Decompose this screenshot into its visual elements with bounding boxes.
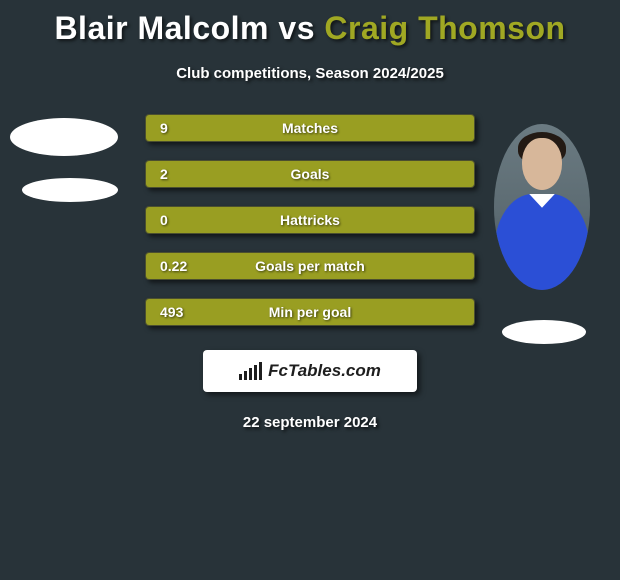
bars-icon xyxy=(239,362,262,380)
date-text: 22 september 2024 xyxy=(0,414,620,431)
stat-row-matches: 9 Matches xyxy=(145,114,475,142)
source-badge: FcTables.com xyxy=(203,350,417,392)
vs-text: vs xyxy=(278,10,315,46)
stat-label: Goals per match xyxy=(146,258,474,274)
avatar-head xyxy=(522,138,562,190)
stat-row-min-per-goal: 493 Min per goal xyxy=(145,298,475,326)
stat-row-hattricks: 0 Hattricks xyxy=(145,206,475,234)
player2-avatar xyxy=(494,124,590,290)
stat-label: Matches xyxy=(146,120,474,136)
comparison-title: Blair Malcolm vs Craig Thomson xyxy=(0,0,620,47)
stat-row-goals: 2 Goals xyxy=(145,160,475,188)
player2-name: Craig Thomson xyxy=(324,10,565,46)
avatar-jersey xyxy=(494,194,590,290)
subtitle: Club competitions, Season 2024/2025 xyxy=(0,65,620,82)
stat-label: Hattricks xyxy=(146,212,474,228)
player1-avatar-shadow xyxy=(22,178,118,202)
player1-name: Blair Malcolm xyxy=(54,10,269,46)
stat-row-goals-per-match: 0.22 Goals per match xyxy=(145,252,475,280)
player2-avatar-shadow xyxy=(502,320,586,344)
player1-avatar xyxy=(10,118,118,156)
stat-label: Min per goal xyxy=(146,304,474,320)
source-badge-text: FcTables.com xyxy=(268,361,381,381)
stat-label: Goals xyxy=(146,166,474,182)
